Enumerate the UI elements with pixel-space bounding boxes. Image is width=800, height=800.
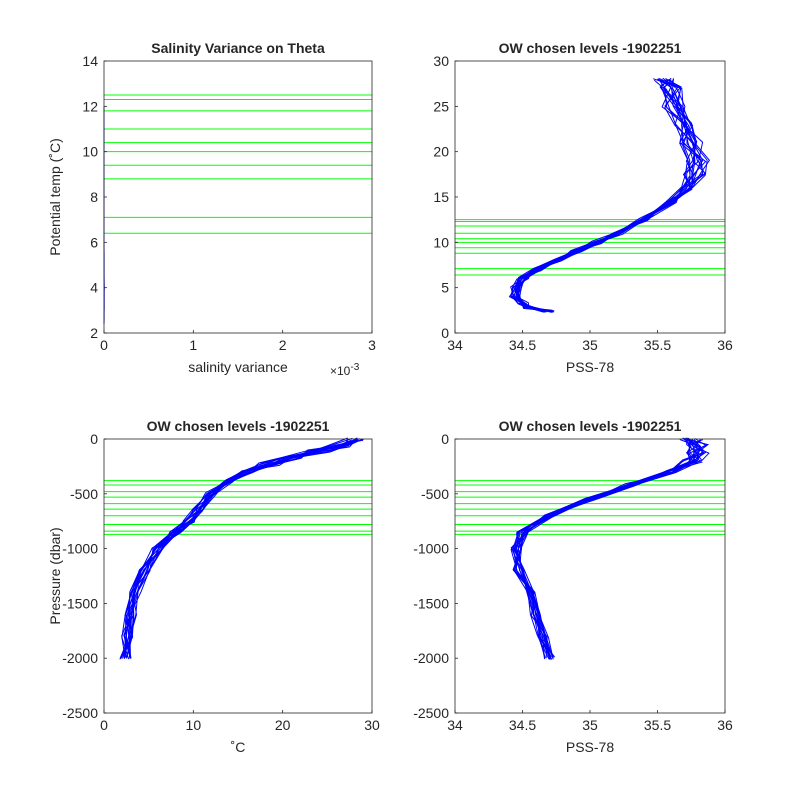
x-tick-label: 35.5: [644, 337, 671, 353]
data-series: [119, 437, 364, 660]
y-tick-label: 10: [82, 144, 98, 160]
x-tick-label: 35: [582, 717, 598, 733]
y-tick-label: -2000: [62, 650, 98, 666]
profile-line: [124, 438, 363, 659]
x-tick-label: 3: [368, 337, 376, 353]
chosen-levels: [104, 480, 372, 535]
profile-line: [123, 439, 350, 659]
x-ticks: 34 34.5 35 35.5 36: [447, 710, 733, 733]
y-tick-label: 30: [433, 53, 449, 69]
y-ticks: 2 4 6 8 10 12 14: [82, 53, 107, 341]
profile-line: [508, 79, 708, 313]
y-tick-label: -1000: [62, 541, 98, 557]
x-tick-label: 2: [279, 337, 287, 353]
y-tick-label: -500: [70, 486, 98, 502]
y-tick-label: 6: [90, 234, 98, 250]
y-ticks: -2500 -2000 -1500 -1000 -500 0: [413, 431, 458, 721]
profile-line: [517, 439, 710, 660]
profile-line: [121, 438, 359, 660]
x-exponent-base: ×10: [330, 364, 351, 378]
chart-title: OW chosen levels -1902251: [499, 40, 682, 56]
x-ticks: 0 10 20 30: [100, 710, 380, 733]
x-exponent-power: -3: [350, 362, 359, 373]
x-tick-label: 30: [364, 717, 380, 733]
x-tick-label: 34.5: [509, 717, 536, 733]
x-tick-label: 36: [717, 717, 733, 733]
x-tick-label: 20: [275, 717, 291, 733]
x-axis-label: ˚C: [231, 739, 246, 755]
y-tick-label: 10: [433, 234, 449, 250]
profile-line: [516, 79, 699, 313]
y-tick-label: -1500: [413, 595, 449, 611]
y-tick-label: 2: [90, 325, 98, 341]
y-ticks: 0 5 10 15 20 25 30: [433, 53, 458, 341]
panel-ts-diagram: 34 34.5 35 35.5 36 0 5 10 15 20 25 30 OW chosen le…: [433, 40, 733, 375]
y-tick-label: 14: [82, 53, 98, 69]
chart-title: OW chosen levels -1902251: [499, 418, 682, 434]
x-tick-label: 34: [447, 717, 463, 733]
x-ticks: 0 1 2 3: [100, 330, 376, 353]
x-tick-label: 0: [100, 717, 108, 733]
panel-temperature-pressure: 0 10 20 30 -2500 -2000 -1500 -1000 -500 0 OW cho…: [47, 418, 380, 755]
data-series: [508, 77, 711, 313]
x-axis-exponent: ×10-3: [330, 362, 360, 378]
y-tick-label: 0: [90, 431, 98, 447]
x-tick-label: 36: [717, 337, 733, 353]
x-tick-label: 10: [186, 717, 202, 733]
x-axis-label: PSS-78: [566, 739, 614, 755]
y-tick-label: -2000: [413, 650, 449, 666]
x-tick-label: 34: [447, 337, 463, 353]
chart-title: Salinity Variance on Theta: [151, 40, 325, 56]
y-tick-label: 0: [441, 325, 449, 341]
chosen-levels: [104, 94, 372, 234]
profile-line: [518, 77, 706, 312]
y-tick-label: 15: [433, 189, 449, 205]
chart-title: OW chosen levels -1902251: [147, 418, 330, 434]
x-tick-label: 34.5: [509, 337, 536, 353]
x-ticks: 34 34.5 35 35.5 36: [447, 330, 733, 353]
x-axis-label: salinity variance: [188, 359, 288, 375]
profile-line: [518, 438, 709, 658]
y-tick-label: 20: [433, 144, 449, 160]
data-series: [510, 437, 710, 660]
x-axis-label: PSS-78: [566, 359, 614, 375]
panel-salinity-pressure: 34 34.5 35 35.5 36 -2500 -2000 -1500 -1000 -500 0…: [413, 418, 733, 755]
chosen-levels: [455, 480, 725, 535]
y-tick-label: -500: [421, 486, 449, 502]
y-ticks: -2500 -2000 -1500 -1000 -500 0: [62, 431, 107, 721]
x-tick-label: 0: [100, 337, 108, 353]
y-tick-label: -2500: [413, 705, 449, 721]
y-tick-label: 0: [441, 431, 449, 447]
x-tick-label: 35.5: [644, 717, 671, 733]
profile-line: [513, 79, 690, 312]
y-tick-label: -1000: [413, 541, 449, 557]
x-tick-label: 1: [189, 337, 197, 353]
y-tick-label: 8: [90, 189, 98, 205]
y-tick-label: 25: [433, 98, 449, 114]
y-tick-label: -1500: [62, 595, 98, 611]
x-tick-label: 35: [582, 337, 598, 353]
y-tick-label: -2500: [62, 705, 98, 721]
y-tick-label: 4: [90, 280, 98, 296]
y-tick-label: 12: [82, 98, 98, 114]
y-axis-label: Pressure (dbar): [47, 527, 63, 624]
profile-line: [515, 439, 699, 658]
axes-frame: [103, 438, 373, 714]
y-tick-label: 5: [441, 280, 449, 296]
profile-line: [510, 439, 703, 660]
y-axis-label: Potential temp (˚C): [47, 138, 63, 255]
